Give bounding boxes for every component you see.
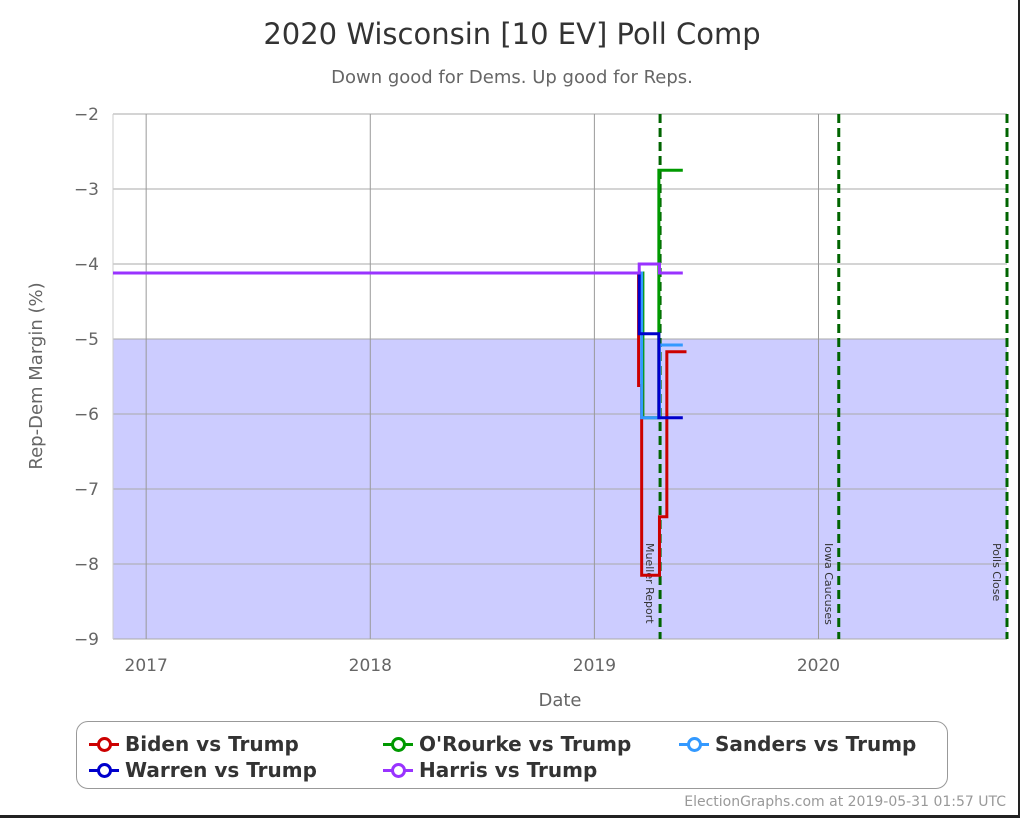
legend-item-warren[interactable]: Warren vs Trump: [89, 758, 317, 782]
y-tick-label: −2: [74, 105, 99, 125]
y-tick-label: −6: [74, 405, 99, 425]
x-tick-label: 2019: [573, 656, 616, 676]
y-tick-label: −4: [74, 255, 99, 275]
series-line-harris-vs-trump: [113, 262, 683, 275]
legend-item-orourke[interactable]: O'Rourke vs Trump: [383, 732, 631, 756]
y-tick-label: −8: [74, 555, 99, 575]
legend-item-harris[interactable]: Harris vs Trump: [383, 758, 597, 782]
y-tick-label: −7: [74, 480, 99, 500]
event-label: Polls Close: [990, 543, 1003, 602]
legend-label: Sanders vs Trump: [715, 732, 917, 756]
legend-item-biden[interactable]: Biden vs Trump: [89, 732, 299, 756]
x-axis-label: Date: [538, 690, 581, 711]
x-tick-label: 2020: [797, 656, 840, 676]
legend: Biden vs Trump O'Rourke vs Trump Sanders…: [76, 721, 948, 789]
legend-marker-icon: [383, 736, 413, 752]
x-tick-label: 2018: [349, 656, 392, 676]
y-tick-label: −3: [74, 180, 99, 200]
legend-marker-icon: [679, 736, 709, 752]
x-tick-label: 2017: [125, 656, 168, 676]
legend-item-sanders[interactable]: Sanders vs Trump: [679, 732, 916, 756]
event-label: Iowa Caucuses: [822, 543, 835, 625]
y-tick-label: −9: [74, 630, 99, 650]
credit[interactable]: ElectionGraphs.com at 2019-05-31 01:57 U…: [684, 794, 1006, 810]
legend-label: Harris vs Trump: [419, 758, 598, 782]
legend-marker-icon: [383, 762, 413, 778]
event-label: Mueller Report: [643, 543, 656, 624]
chart-title: 2020 Wisconsin [10 EV] Poll Comp: [263, 17, 760, 51]
y-axis-label: Rep-Dem Margin (%): [26, 282, 47, 469]
chart-subtitle: Down good for Dems. Up good for Reps.: [331, 67, 693, 88]
legend-marker-icon: [89, 736, 119, 752]
legend-label: Warren vs Trump: [125, 758, 317, 782]
legend-marker-icon: [89, 762, 119, 778]
legend-label: Biden vs Trump: [125, 732, 299, 756]
y-tick-label: −5: [74, 330, 99, 350]
legend-label: O'Rourke vs Trump: [419, 732, 632, 756]
